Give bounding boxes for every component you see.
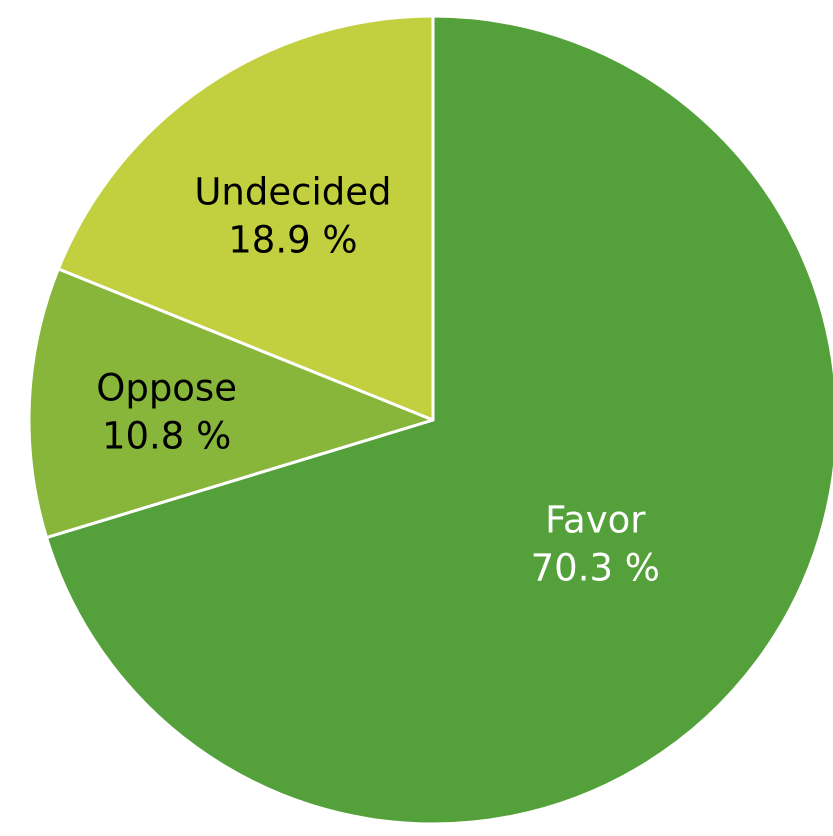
- slice-name-favor: Favor: [545, 498, 646, 541]
- slice-value-favor: 70.3 %: [531, 546, 660, 589]
- slice-name-undecided: Undecided: [194, 170, 391, 213]
- pie-slice-favor: [44, 14, 833, 826]
- pie-label-favor: Favor 70.3 %: [531, 498, 660, 589]
- slice-name-oppose: Oppose: [96, 366, 237, 409]
- pie-slice-undecided: [56, 14, 435, 422]
- slice-value-undecided: 18.9 %: [228, 218, 357, 261]
- slice-value-oppose: 10.8 %: [102, 414, 231, 457]
- pie-labels: Favor 70.3 % Oppose 10.8 % Undecided 18.9 %: [96, 170, 660, 589]
- pie-label-oppose: Oppose 10.8 %: [96, 366, 237, 457]
- pie-slices: [27, 14, 833, 826]
- pie-slice-oppose: [27, 267, 435, 540]
- pie-label-undecided: Undecided 18.9 %: [194, 170, 391, 261]
